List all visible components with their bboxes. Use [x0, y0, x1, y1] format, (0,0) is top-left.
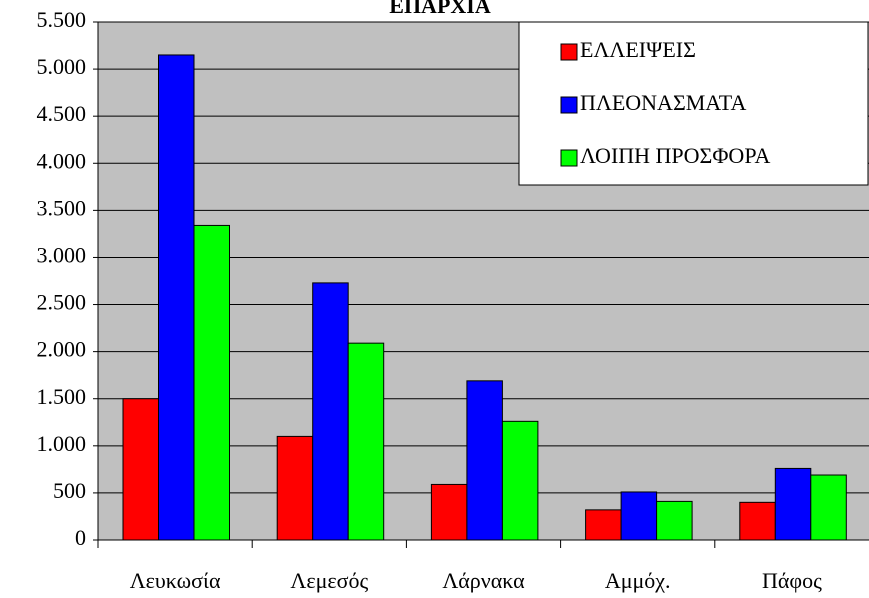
bar	[656, 500, 693, 541]
y-tick-label: 5.000	[37, 54, 87, 79]
bar	[810, 474, 847, 541]
y-tick-label: 1.000	[37, 431, 87, 456]
chart-title: ΕΠΑΡΧΙΑ	[389, 0, 491, 18]
bar	[739, 501, 776, 541]
legend-swatch	[560, 96, 578, 114]
bar	[347, 342, 385, 541]
bar	[466, 380, 503, 541]
bar	[276, 435, 314, 541]
bar	[430, 483, 468, 541]
y-tick-label: 0	[75, 525, 86, 550]
x-tick-label: Λευκωσία	[130, 568, 221, 593]
legend-label: ΕΛΛΕΙΨΕΙΣ	[580, 37, 696, 62]
legend-swatch	[560, 43, 578, 61]
y-tick-label: 5.500	[37, 7, 87, 32]
bar	[122, 398, 159, 541]
bar	[620, 491, 658, 541]
legend-label: ΠΛΕΟΝΑΣΜΑΤΑ	[580, 90, 746, 115]
x-tick-label: Λεμεσός	[290, 568, 368, 593]
y-tick-label: 3.500	[37, 195, 87, 220]
x-tick-label: Πάφος	[762, 568, 822, 593]
y-tick-label: 2.000	[37, 337, 87, 362]
bar	[501, 420, 539, 541]
x-tick-label: Αμμόχ.	[605, 568, 671, 593]
legend-label: ΛΟΙΠΗ ΠΡΟΣΦΟΡΑ	[580, 143, 771, 168]
y-tick-label: 2.500	[37, 290, 87, 315]
y-tick-label: 1.500	[37, 384, 87, 409]
y-tick-label: 3.000	[37, 243, 87, 268]
legend-swatch	[560, 149, 578, 167]
x-tick-label: Λάρνακα	[442, 568, 525, 593]
y-tick-label: 4.500	[37, 101, 87, 126]
bar	[774, 467, 812, 541]
bar	[193, 224, 230, 541]
bar	[158, 54, 195, 541]
y-tick-label: 500	[53, 478, 86, 503]
y-tick-label: 4.000	[37, 148, 87, 173]
bar	[585, 509, 622, 541]
bar	[312, 282, 349, 541]
